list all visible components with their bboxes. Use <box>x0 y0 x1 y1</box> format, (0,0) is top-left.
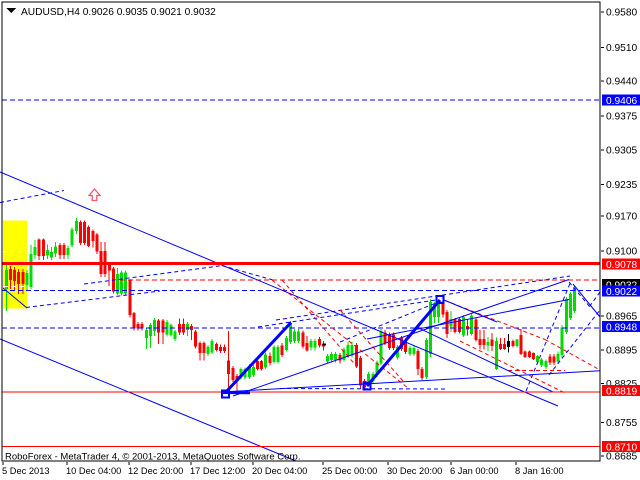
svg-text:12 Dec 20:00: 12 Dec 20:00 <box>128 466 183 476</box>
svg-text:25 Dec 00:00: 25 Dec 00:00 <box>322 466 377 476</box>
svg-text:RoboForex - MetaTrader 4, © 20: RoboForex - MetaTrader 4, © 2001-2013, M… <box>5 452 300 463</box>
svg-text:5 Dec 2013: 5 Dec 2013 <box>2 466 50 476</box>
svg-text:0.8965: 0.8965 <box>606 312 637 323</box>
svg-text:0.9170: 0.9170 <box>606 212 637 223</box>
svg-text:0.9440: 0.9440 <box>606 77 637 88</box>
svg-text:0.9305: 0.9305 <box>606 146 637 157</box>
svg-text:6 Jan 00:00: 6 Jan 00:00 <box>450 466 499 476</box>
svg-text:30 Dec 20:00: 30 Dec 20:00 <box>387 466 442 476</box>
svg-text:0.9510: 0.9510 <box>606 43 637 54</box>
svg-text:0.9022: 0.9022 <box>606 287 637 298</box>
svg-text:0.9375: 0.9375 <box>606 112 637 123</box>
svg-text:0.8685: 0.8685 <box>606 452 637 463</box>
svg-text:17 Dec 12:00: 17 Dec 12:00 <box>190 466 245 476</box>
svg-text:8 Jan 16:00: 8 Jan 16:00 <box>515 466 564 476</box>
svg-text:0.9406: 0.9406 <box>606 96 637 107</box>
svg-text:0.8755: 0.8755 <box>606 418 637 429</box>
svg-text:0.8895: 0.8895 <box>606 346 637 357</box>
svg-text:0.8825: 0.8825 <box>606 379 637 390</box>
svg-text:0.9100: 0.9100 <box>606 247 637 258</box>
svg-text:20 Dec 04:00: 20 Dec 04:00 <box>252 466 307 476</box>
svg-text:0.9078: 0.9078 <box>606 260 637 271</box>
svg-text:0.8948: 0.8948 <box>606 322 637 333</box>
svg-text:10 Dec 04:00: 10 Dec 04:00 <box>66 466 121 476</box>
svg-text:AUDUSD,H4 0.9026 0.9035 0.902: AUDUSD,H4 0.9026 0.9035 0.9021 0.9032 <box>21 7 216 18</box>
svg-text:0.9580: 0.9580 <box>606 8 637 19</box>
svg-text:0.8710: 0.8710 <box>606 443 637 454</box>
svg-text:0.8819: 0.8819 <box>606 387 637 398</box>
svg-text:0.9235: 0.9235 <box>606 180 637 191</box>
